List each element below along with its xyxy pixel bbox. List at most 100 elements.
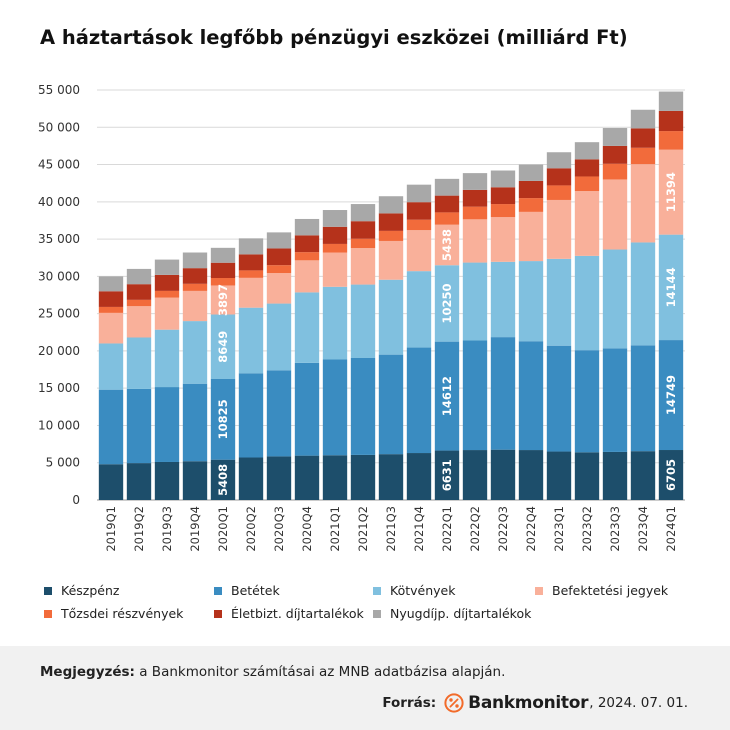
bar-segment xyxy=(322,359,348,456)
bar-segment xyxy=(434,224,460,266)
y-tick-label: 20 000 xyxy=(38,344,80,358)
bar-segment xyxy=(518,261,544,342)
bar-segment xyxy=(350,284,376,358)
legend-item: Készpénz xyxy=(44,583,119,598)
data-label: 8649 xyxy=(216,331,230,363)
bar-segment xyxy=(546,152,572,169)
bar-segment xyxy=(322,252,348,287)
legend-item: Kötvények xyxy=(373,583,455,598)
bar-segment xyxy=(126,268,152,285)
bar-segment xyxy=(126,306,152,338)
bar-segment xyxy=(518,211,544,262)
y-tick-label: 15 000 xyxy=(38,381,80,395)
x-tick-label: 2021Q1 xyxy=(328,506,342,552)
legend-swatch xyxy=(44,586,52,595)
note-text: a Bankmonitor számításai az MNB adatbázi… xyxy=(134,664,506,680)
bar-segment xyxy=(210,247,236,263)
legend-swatch xyxy=(373,609,381,618)
bar-segment xyxy=(126,463,152,500)
bar-segment xyxy=(98,389,124,465)
legend-label: Életbizt. díjtartalékok xyxy=(231,606,364,621)
legend-item: Betétek xyxy=(214,583,280,598)
bar-segment xyxy=(238,254,264,271)
bar-segment xyxy=(602,348,628,452)
bar-segment xyxy=(182,461,208,500)
bar-segment xyxy=(378,240,404,280)
bar-segment xyxy=(630,242,656,346)
x-tick-label: 2019Q4 xyxy=(188,506,202,552)
y-tick-label: 45 000 xyxy=(38,158,80,172)
x-tick-label: 2021Q4 xyxy=(412,506,426,552)
bar-segment xyxy=(154,259,180,275)
x-tick-label: 2023Q3 xyxy=(608,506,622,552)
bar-segment xyxy=(210,262,236,279)
bar-segment xyxy=(658,91,684,111)
bar-segment xyxy=(546,345,572,452)
stacked-bar-chart: 0 5 000 10 000 15 000 20 000 25 000 30 000 35 0… xyxy=(38,83,685,552)
bar-segment xyxy=(490,217,516,262)
bar-segment xyxy=(490,449,516,500)
bar-segment xyxy=(574,350,600,453)
bar-segment xyxy=(266,273,292,304)
bar-segment xyxy=(658,450,684,500)
bar-segment xyxy=(630,147,656,165)
bar-segment xyxy=(182,283,208,291)
bar-segment xyxy=(658,149,684,235)
bar-segment xyxy=(658,110,684,132)
legend-item: Tőzsdei részvények xyxy=(44,606,183,621)
bar-segment xyxy=(546,168,572,186)
x-tick-label: 2020Q2 xyxy=(244,506,258,552)
bar-segment xyxy=(518,198,544,212)
bar-segment xyxy=(658,234,684,341)
data-label: 6631 xyxy=(440,459,454,491)
bar-segment xyxy=(294,362,320,456)
bar-segment xyxy=(98,306,124,313)
bar-segment xyxy=(434,265,460,342)
bar-segment xyxy=(574,452,600,500)
bar-segment xyxy=(210,285,236,315)
bar-segment xyxy=(462,173,488,190)
legend-swatch xyxy=(214,609,222,618)
x-tick-label: 2022Q2 xyxy=(468,506,482,552)
bar-segment xyxy=(238,457,264,500)
bar-segment xyxy=(182,321,208,384)
bar-segment xyxy=(518,180,544,199)
bars xyxy=(98,91,684,500)
bar-segment xyxy=(294,455,320,500)
bar-segment xyxy=(406,453,432,500)
bar-segment xyxy=(378,230,404,241)
y-tick-label: 55 000 xyxy=(38,83,80,97)
bar-segment xyxy=(462,450,488,500)
legend-swatch xyxy=(373,586,381,595)
bar-segment xyxy=(294,252,320,261)
legend-swatch xyxy=(535,586,543,595)
bar-segment xyxy=(574,176,600,192)
data-label: 10250 xyxy=(440,283,454,323)
bar-segment xyxy=(462,206,488,220)
x-tick-label: 2019Q2 xyxy=(132,506,146,552)
bar-segment xyxy=(98,312,124,344)
data-label: 14612 xyxy=(440,376,454,416)
data-labels: 5408 10825 8649 3897 6631 14612 10250 5438 6705 1… xyxy=(216,172,678,496)
bar-segment xyxy=(490,261,516,338)
y-tick-label: 10 000 xyxy=(38,418,80,432)
bar-segment xyxy=(574,142,600,160)
bar-segment xyxy=(238,238,264,255)
bar-segment xyxy=(490,204,516,218)
bar-segment xyxy=(602,179,628,250)
bar-segment xyxy=(350,454,376,500)
bar-segment xyxy=(322,286,348,360)
bar-segment xyxy=(126,337,152,389)
y-axis: 0 5 000 10 000 15 000 20 000 25 000 30 000 35 0… xyxy=(38,83,685,507)
bar-segment xyxy=(294,292,320,363)
bar-segment xyxy=(210,378,236,460)
bar-segment xyxy=(602,451,628,500)
legend-item: Befektetési jegyek xyxy=(535,583,668,598)
legend-label: Betétek xyxy=(231,583,280,598)
x-tick-label: 2023Q1 xyxy=(552,506,566,552)
legend-label: Befektetési jegyek xyxy=(552,583,669,598)
bar-segment xyxy=(238,277,264,308)
x-tick-label: 2020Q4 xyxy=(300,506,314,552)
x-tick-label: 2023Q4 xyxy=(636,506,650,552)
bar-segment xyxy=(630,164,656,243)
